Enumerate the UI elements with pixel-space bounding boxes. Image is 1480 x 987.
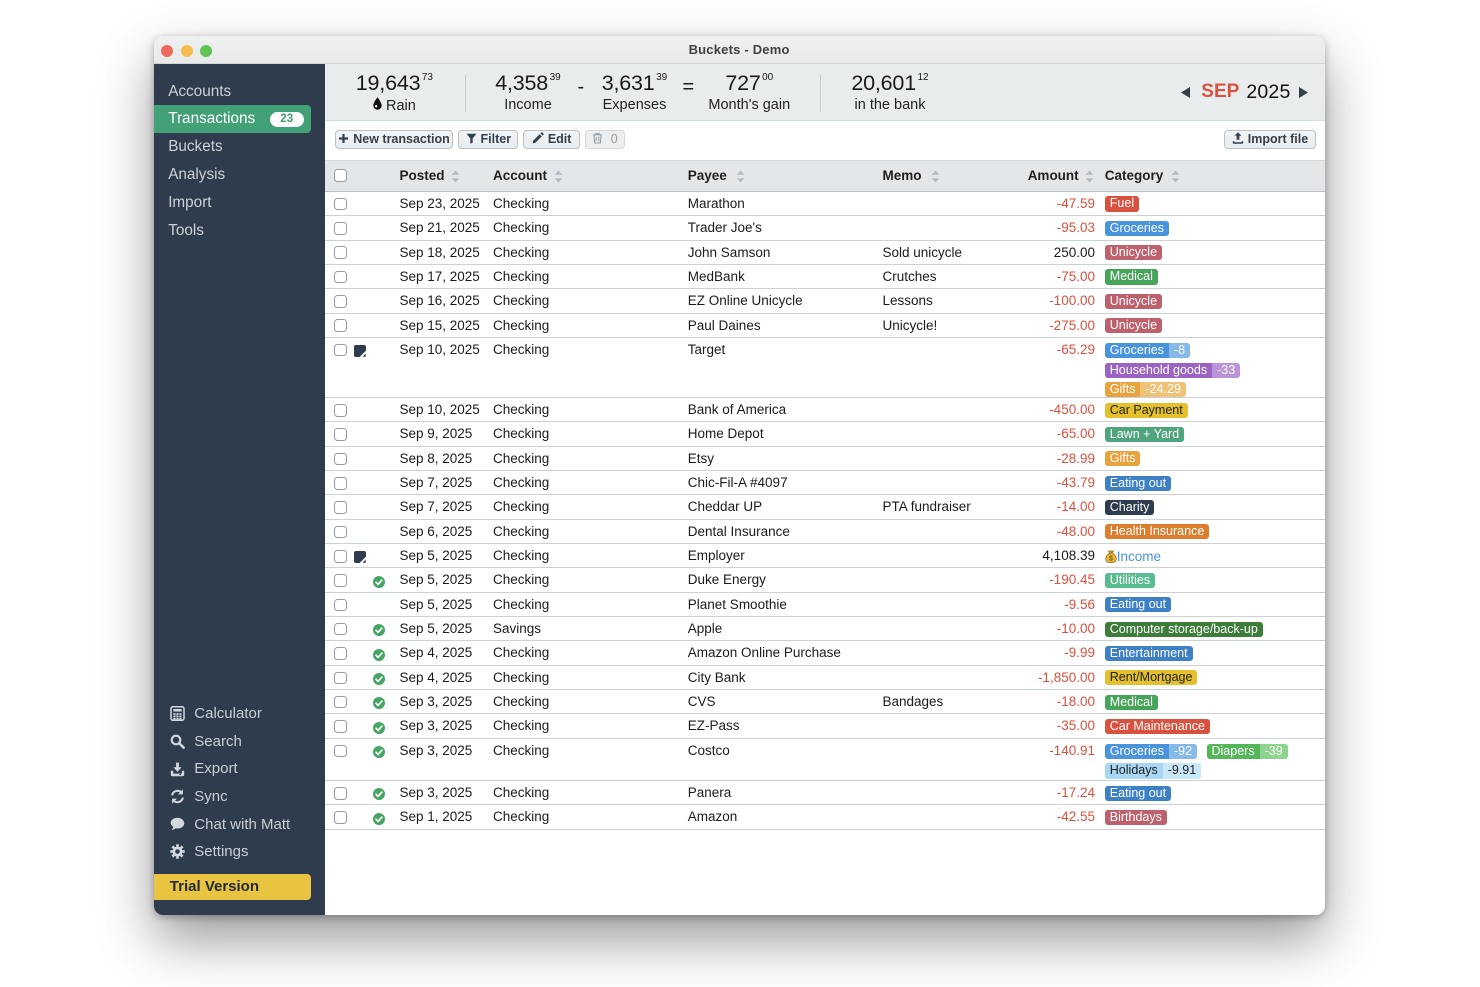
- svg-text:$: $: [1109, 555, 1113, 562]
